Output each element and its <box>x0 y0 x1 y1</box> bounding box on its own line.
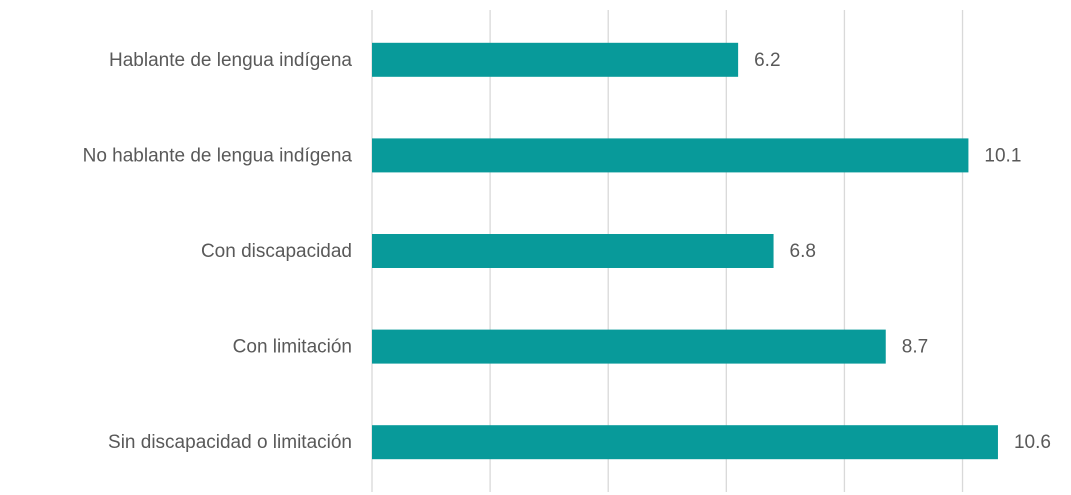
bar <box>372 138 969 173</box>
value-label: 10.1 <box>984 145 1021 166</box>
y-tick-label: No hablante de lengua indígena <box>83 145 353 166</box>
value-label: 6.8 <box>790 241 816 262</box>
value-label: 6.2 <box>754 50 780 71</box>
value-label: 10.6 <box>1014 432 1051 453</box>
bar <box>372 425 998 460</box>
bar <box>372 329 886 364</box>
bar <box>372 234 774 268</box>
value-label: 8.7 <box>902 337 928 358</box>
bar <box>372 42 739 77</box>
y-tick-label: Con discapacidad <box>201 241 352 262</box>
y-tick-label: Sin discapacidad o limitación <box>108 432 352 453</box>
y-tick-label: Con limitación <box>233 337 352 358</box>
y-tick-label: Hablante de lengua indígena <box>109 50 352 71</box>
